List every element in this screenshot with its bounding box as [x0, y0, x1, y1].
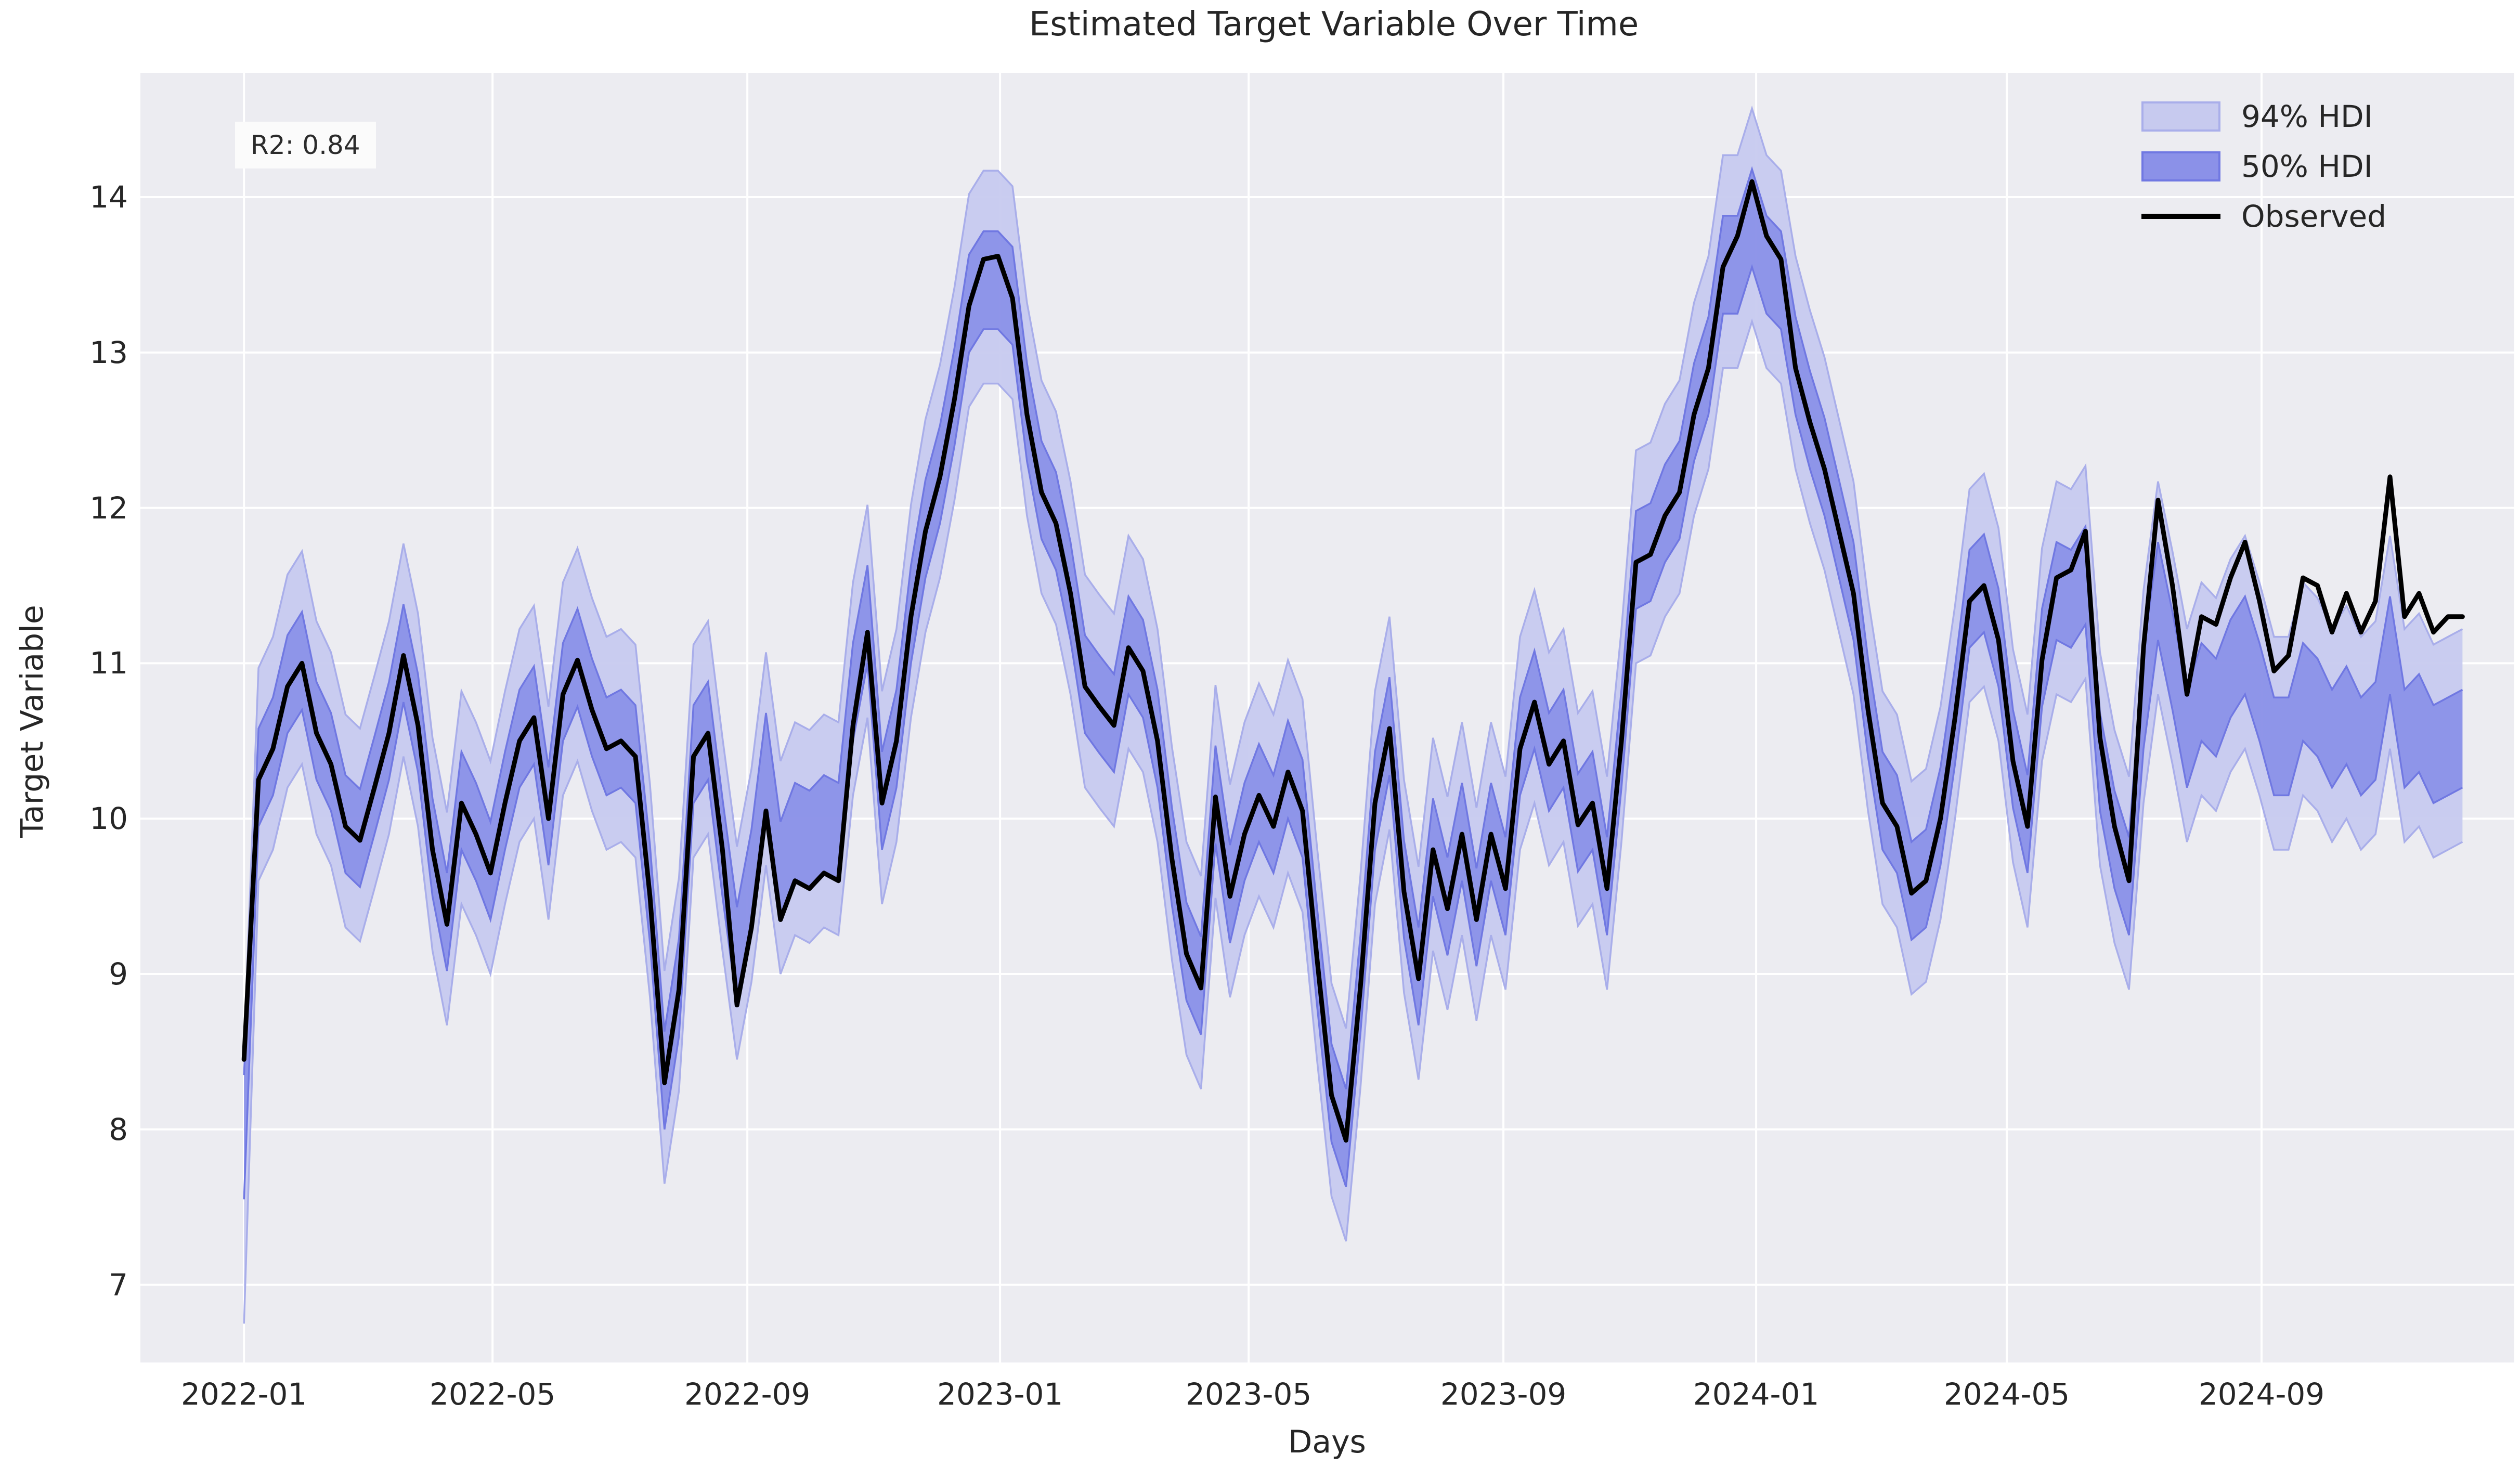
x-tick-label: 2022-05	[430, 1377, 556, 1412]
x-tick-label: 2024-05	[1943, 1377, 2070, 1412]
y-tick-label: 14	[89, 179, 128, 215]
legend: 94% HDI 50% HDI Observed	[2141, 99, 2386, 234]
y-tick-label: 9	[109, 956, 128, 992]
x-tick-label: 2022-01	[180, 1377, 307, 1412]
r2-annotation: R2: 0.84	[235, 122, 376, 168]
band-lower-edge	[243, 264, 2463, 1200]
hdi94-swatch-icon	[2141, 101, 2220, 132]
chart-title: Estimated Target Variable Over Time	[1029, 5, 1639, 44]
x-tick-label: 2022-09	[684, 1377, 811, 1412]
observed-line	[241, 179, 2465, 1143]
x-tick-label: 2023-09	[1440, 1377, 1567, 1412]
legend-label: 94% HDI	[2241, 99, 2373, 134]
x-tick-label: 2023-05	[1185, 1377, 1312, 1412]
legend-item-94-hdi: 94% HDI	[2141, 99, 2386, 134]
y-tick-label: 8	[109, 1111, 128, 1147]
x-tick-label: 2024-01	[1693, 1377, 1820, 1412]
band-upper-edge	[243, 105, 2463, 1052]
y-tick-label: 12	[89, 490, 128, 526]
legend-item-observed: Observed	[2141, 199, 2386, 234]
legend-item-50-hdi: 50% HDI	[2141, 149, 2386, 184]
hdi50-swatch-icon	[2141, 151, 2220, 181]
band-lower-edge	[243, 318, 2463, 1324]
x-axis-label: Days	[1288, 1424, 1366, 1460]
y-tick-label: 10	[89, 801, 128, 837]
y-tick-label: 13	[89, 334, 128, 370]
y-tick-label: 11	[89, 645, 128, 681]
legend-label: Observed	[2241, 199, 2387, 234]
x-tick-label: 2024-09	[2198, 1377, 2325, 1412]
axes-background	[140, 73, 2514, 1362]
x-tick-label: 2023-01	[937, 1377, 1063, 1412]
y-tick-label: 7	[109, 1267, 128, 1303]
legend-label: 50% HDI	[2241, 149, 2373, 184]
observed-line-swatch-icon	[2141, 214, 2220, 219]
